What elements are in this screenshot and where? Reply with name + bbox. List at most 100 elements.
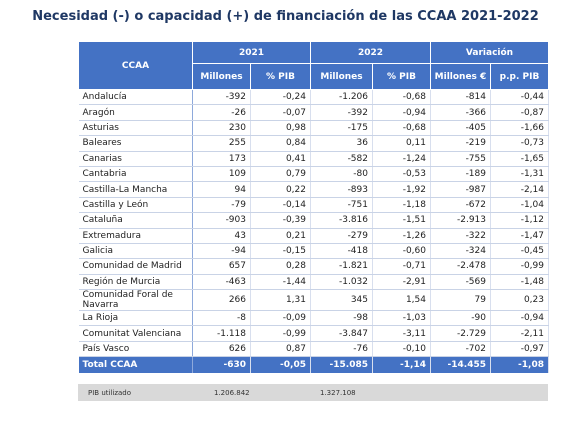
cell-value: -1,12 <box>490 212 549 229</box>
cell-value: -0,15 <box>250 243 311 260</box>
cell-value: -1,03 <box>372 310 431 327</box>
table-row: Canarias 173 0,41 -582 -1,24 -755 -1,65 <box>78 151 549 167</box>
cell-value: -755 <box>430 151 491 167</box>
cell-value: -392 <box>310 104 373 121</box>
cell-value: 0,79 <box>250 166 311 183</box>
group-header: Variación <box>430 41 549 64</box>
cell-value: -1,04 <box>490 197 549 214</box>
cell-value: -0,99 <box>250 325 311 342</box>
cell-value: -751 <box>310 197 373 214</box>
region-name: Canarias <box>78 151 193 167</box>
cell-value: -405 <box>430 120 491 137</box>
cell-value: -1.032 <box>310 274 373 291</box>
cell-value: -0,45 <box>490 243 549 260</box>
cell-value: 1,31 <box>250 289 311 312</box>
region-name: Aragón <box>78 104 193 121</box>
cell-value: -903 <box>192 212 251 229</box>
cell-value: 0,21 <box>250 228 311 244</box>
cell-value: -219 <box>430 135 491 152</box>
cell-value: -3.847 <box>310 325 373 342</box>
cell-value: -0,68 <box>372 120 431 137</box>
cell-value: -672 <box>430 197 491 214</box>
region-name: Cantabria <box>78 166 193 183</box>
subheader: Millones € <box>430 63 491 90</box>
cell-value: -630 <box>192 356 251 374</box>
cell-value: -322 <box>430 228 491 244</box>
cell-value: 0,11 <box>372 135 431 152</box>
cell-value: 94 <box>192 181 251 198</box>
table-row: País Vasco 626 0,87 -76 -0,10 -702 -0,97 <box>78 341 549 358</box>
region-name: La Rioja <box>78 310 193 327</box>
cell-value: 0,22 <box>250 181 311 198</box>
cell-value: -2.478 <box>430 258 491 275</box>
region-name: Comunidad Foral de Navarra <box>78 289 193 312</box>
table-row: Andalucía -392 -0,24 -1.206 -0,68 -814 -0,44 <box>78 89 549 106</box>
cell-value: -1,47 <box>490 228 549 244</box>
cell-value: 0,41 <box>250 151 311 167</box>
cell-value: -0,99 <box>490 258 549 275</box>
cell-value: -1,66 <box>490 120 549 137</box>
region-name: Castilla y León <box>78 197 193 214</box>
cell-value: -1,08 <box>490 356 549 374</box>
table-row: Cataluña -903 -0,39 -3.816 -1,51 -2.913 -1,12 <box>78 212 549 229</box>
group-header: 2022 <box>310 41 431 64</box>
cell-value: -987 <box>430 181 491 198</box>
cell-value: -94 <box>192 243 251 260</box>
table-row: Galicia -94 -0,15 -418 -0,60 -324 -0,45 <box>78 243 549 260</box>
cell-value: -1.821 <box>310 258 373 275</box>
table-row: Comunitat Valenciana -1.118 -0,99 -3.847 -3,… <box>78 325 549 342</box>
cell-value: 266 <box>192 289 251 312</box>
subheader: % PIB <box>250 63 311 90</box>
cell-value: 0,84 <box>250 135 311 152</box>
cell-value: -1,14 <box>372 356 431 374</box>
cell-value: 0,98 <box>250 120 311 137</box>
cell-value: -1,31 <box>490 166 549 183</box>
pib-label: PIB utilizado <box>88 389 132 397</box>
cell-value: -0,39 <box>250 212 311 229</box>
table-row: Aragón -26 -0,07 -392 -0,94 -366 -0,87 <box>78 104 549 121</box>
cell-value: 657 <box>192 258 251 275</box>
cell-value: -1,24 <box>372 151 431 167</box>
table-row: Asturias 230 0,98 -175 -0,68 -405 -1,66 <box>78 120 549 137</box>
cell-value: -175 <box>310 120 373 137</box>
cell-value: -418 <box>310 243 373 260</box>
cell-value: -463 <box>192 274 251 291</box>
cell-value: -0,07 <box>250 104 311 121</box>
cell-value: -1,26 <box>372 228 431 244</box>
cell-value: -392 <box>192 89 251 106</box>
cell-value: -893 <box>310 181 373 198</box>
table-row: Total CCAA -630 -0,05 -15.085 -1,14 -14.455 -1… <box>78 356 549 374</box>
cell-value: -279 <box>310 228 373 244</box>
region-name: Castilla-La Mancha <box>78 181 193 198</box>
cell-value: -2,11 <box>490 325 549 342</box>
region-name: Cataluña <box>78 212 193 229</box>
col-header: CCAA <box>78 41 193 90</box>
cell-value: -324 <box>430 243 491 260</box>
cell-value: -1.206 <box>310 89 373 106</box>
cell-value: -2.913 <box>430 212 491 229</box>
cell-value: -0,44 <box>490 89 549 106</box>
cell-value: -1,51 <box>372 212 431 229</box>
cell-value: -14.455 <box>430 356 491 374</box>
subheader: Millones <box>192 63 251 90</box>
cell-value: 109 <box>192 166 251 183</box>
cell-value: -2.729 <box>430 325 491 342</box>
cell-value: -0,71 <box>372 258 431 275</box>
cell-value: 79 <box>430 289 491 312</box>
data-table: CCAA 2021 2022 Variación Millones% PIB Mi… <box>78 41 549 374</box>
cell-value: -1,65 <box>490 151 549 167</box>
cell-value: -3,11 <box>372 325 431 342</box>
cell-value: 255 <box>192 135 251 152</box>
region-name: Comunidad de Madrid <box>78 258 193 275</box>
table-row: Comunidad de Madrid 657 0,28 -1.821 -0,71 -2.… <box>78 258 549 275</box>
cell-value: 43 <box>192 228 251 244</box>
cell-value: 0,87 <box>250 341 311 358</box>
cell-value: 36 <box>310 135 373 152</box>
cell-value: -2,91 <box>372 274 431 291</box>
cell-value: -98 <box>310 310 373 327</box>
table-row: La Rioja -8 -0,09 -98 -1,03 -90 -0,94 <box>78 310 549 327</box>
cell-value: -0,05 <box>250 356 311 374</box>
subheader: % PIB <box>372 63 431 90</box>
table-row: Comunidad Foral de Navarra 266 1,31 345 1,54… <box>78 289 549 312</box>
cell-value: -814 <box>430 89 491 106</box>
